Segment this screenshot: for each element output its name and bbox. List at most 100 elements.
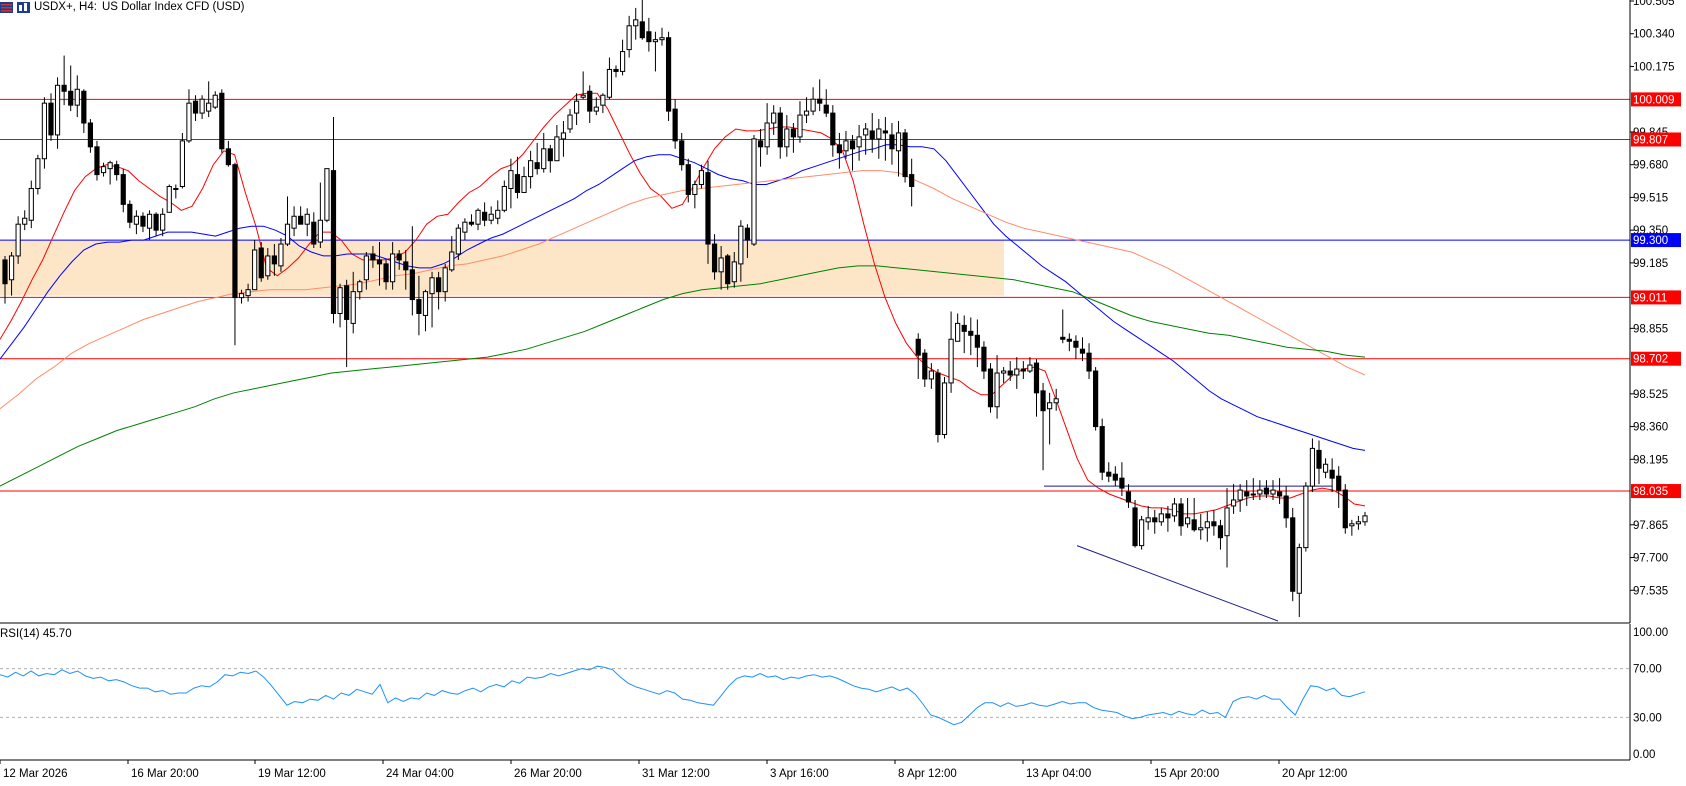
candle xyxy=(567,109,573,133)
bull-candle-body xyxy=(1362,515,1368,523)
book-icon[interactable] xyxy=(0,1,13,13)
bull-candle-body xyxy=(1014,368,1020,376)
time-tick-label: 26 Mar 20:00 xyxy=(514,768,582,780)
candle xyxy=(1079,337,1086,362)
bull-candle-body xyxy=(1322,463,1329,473)
bull-candle-body xyxy=(652,39,659,43)
candle xyxy=(705,160,711,264)
candle xyxy=(1145,505,1151,530)
bull-candle-body xyxy=(291,215,297,229)
candle xyxy=(81,89,87,133)
candle xyxy=(1224,488,1230,568)
candle xyxy=(895,121,902,177)
bull-candle-body xyxy=(659,37,665,41)
candle xyxy=(1283,486,1289,528)
candle xyxy=(1336,466,1342,508)
level-badge-label: 99.300 xyxy=(1633,235,1668,247)
price-tick-label: 99.680 xyxy=(1633,160,1668,172)
candle xyxy=(68,65,74,112)
candle xyxy=(488,206,494,225)
bull-candle-body xyxy=(337,287,343,314)
candle xyxy=(784,115,790,157)
candle xyxy=(265,248,271,280)
candle xyxy=(324,168,330,223)
candle xyxy=(1244,480,1250,506)
bear-candle-body xyxy=(48,102,54,136)
candle xyxy=(633,7,639,40)
bear-candle-body xyxy=(436,277,442,293)
bull-candle-body xyxy=(1053,398,1059,404)
bear-candle-body xyxy=(68,90,74,106)
bear-candle-body xyxy=(409,269,415,301)
candle xyxy=(311,212,317,249)
bear-candle-body xyxy=(219,92,225,150)
moving-average-green xyxy=(0,265,1366,487)
candle xyxy=(711,234,718,280)
symbol-label: USDX+, H4: xyxy=(34,1,97,13)
bear-candle-body xyxy=(376,259,383,265)
bear-candle-body xyxy=(1060,336,1066,340)
bull-candle-body xyxy=(567,114,573,130)
bear-candle-body xyxy=(1191,519,1197,531)
candle xyxy=(245,283,251,302)
bull-candle-body xyxy=(350,291,356,324)
bear-candle-body xyxy=(1112,473,1118,481)
candle xyxy=(1106,462,1112,483)
candle xyxy=(869,113,875,153)
candle xyxy=(580,71,586,100)
bear-candle-body xyxy=(2,259,8,285)
candle xyxy=(1276,478,1283,504)
candle xyxy=(146,210,153,241)
candle xyxy=(922,349,928,387)
bear-candle-body xyxy=(968,330,974,336)
candle xyxy=(186,89,192,143)
bear-candle-body xyxy=(1290,517,1296,592)
candle xyxy=(1040,382,1046,471)
candle xyxy=(968,317,974,356)
falling-trendline[interactable] xyxy=(1076,545,1279,622)
bear-candle-body xyxy=(1125,491,1132,503)
candle xyxy=(344,279,350,368)
bear-candle-body xyxy=(1152,517,1158,523)
bear-candle-body xyxy=(140,215,146,227)
bear-candle-body xyxy=(87,122,94,148)
bull-candle-body xyxy=(797,114,803,138)
candle xyxy=(160,208,166,237)
candle xyxy=(304,208,310,237)
candle xyxy=(298,206,304,225)
bear-candle-body xyxy=(153,213,159,231)
candle xyxy=(652,31,659,72)
bear-candle-body xyxy=(1276,491,1283,497)
bull-candle-body xyxy=(619,51,626,72)
candle xyxy=(856,124,862,161)
symbol-description: US Dollar Index CFD (USD) xyxy=(101,1,245,13)
bear-candle-body xyxy=(1283,495,1289,519)
candle xyxy=(212,91,218,110)
candle xyxy=(1191,498,1197,532)
candle xyxy=(390,242,396,290)
moving-average-salmon xyxy=(0,170,1366,410)
time-tick-label: 15 Apr 20:00 xyxy=(1154,768,1219,780)
candle xyxy=(882,117,888,161)
candle xyxy=(363,251,369,290)
candle xyxy=(534,142,540,175)
candle xyxy=(974,319,980,368)
candle xyxy=(2,255,8,304)
bull-candle-body xyxy=(764,122,770,148)
bull-candle-body xyxy=(501,186,507,211)
candle xyxy=(514,156,521,199)
bull-candle-body xyxy=(278,243,284,267)
candle xyxy=(1230,484,1237,514)
bear-candle-body xyxy=(869,130,875,140)
bull-candle-body xyxy=(1230,499,1237,507)
candle xyxy=(692,180,698,209)
bear-candle-body xyxy=(1099,426,1105,473)
candle xyxy=(357,279,363,300)
bull-candle-body xyxy=(206,102,212,112)
candle xyxy=(1132,499,1138,548)
rsi-tick-label: 100.00 xyxy=(1633,627,1668,639)
bull-candle-body xyxy=(1158,513,1164,523)
chart-icon[interactable] xyxy=(17,1,30,13)
price-tick-label: 99.185 xyxy=(1633,258,1668,270)
